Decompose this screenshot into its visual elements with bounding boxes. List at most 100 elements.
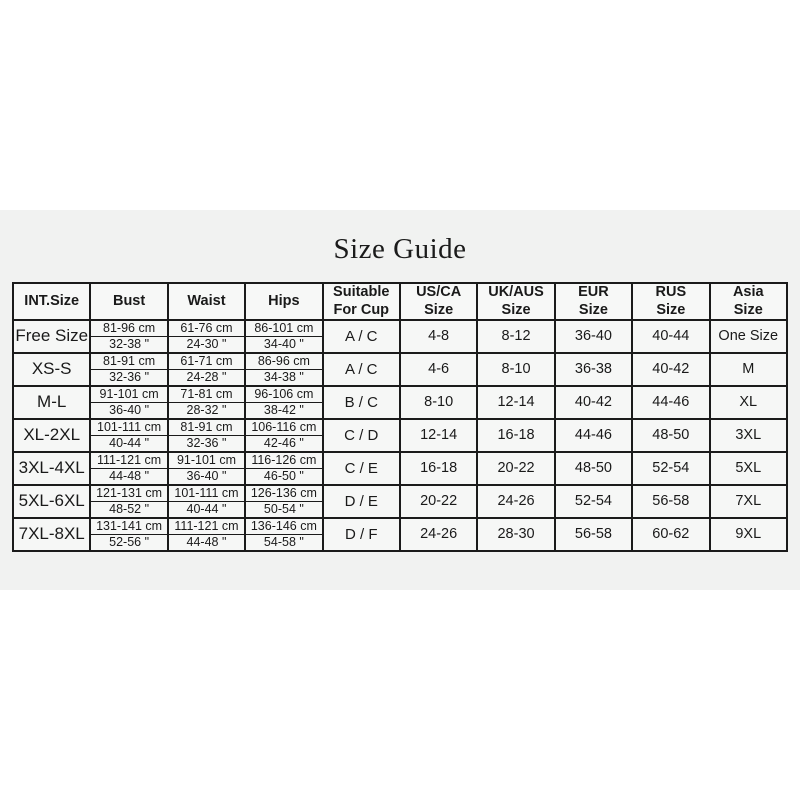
cup-range: A / C <box>321 351 401 387</box>
bust-in: 40-44 " <box>89 434 169 453</box>
hips-cm: 96-106 cm <box>244 384 324 403</box>
ukaus-size: 12-14 <box>476 384 556 420</box>
hips-in: 50-54 " <box>244 500 324 519</box>
header-line: Waist <box>187 292 226 309</box>
table-subrow: 44-48 " 36-40 " 46-50 " <box>13 467 787 486</box>
eur-size: 40-42 <box>553 384 634 420</box>
waist-cm: 101-111 cm <box>166 483 247 502</box>
header-line: EUR <box>578 284 609 301</box>
asia-size: 5XL <box>708 450 789 486</box>
cup-range: A / C <box>321 318 401 354</box>
hips-in: 46-50 " <box>244 467 324 486</box>
hips-in: 34-40 " <box>244 335 324 354</box>
rus-size: 56-58 <box>631 483 711 519</box>
eur-size: 44-46 <box>553 417 634 453</box>
hips-cm: 126-136 cm <box>244 483 324 502</box>
waist-in: 32-36 " <box>166 434 247 453</box>
ukaus-size: 8-10 <box>476 351 556 387</box>
header-line: Size <box>424 301 454 318</box>
size-label: M-L <box>11 384 92 420</box>
asia-size: 9XL <box>708 516 789 552</box>
usca-size: 12-14 <box>398 417 479 453</box>
usca-size: 4-8 <box>398 318 479 354</box>
bust-cm: 81-96 cm <box>89 318 169 337</box>
header-line: Size <box>501 301 531 318</box>
rus-size: 44-46 <box>631 384 711 420</box>
bust-cm: 121-131 cm <box>89 483 169 502</box>
table-row: 3XL-4XL 111-121 cm 91-101 cm 116-126 cm … <box>11 450 789 486</box>
ukaus-size: 28-30 <box>476 516 556 552</box>
size-label: 5XL-6XL <box>11 483 92 519</box>
rus-size: 40-42 <box>631 351 711 387</box>
header-line: Hips <box>268 292 300 309</box>
eur-size: 36-38 <box>553 351 634 387</box>
column-header-cup: Suitable For Cup <box>321 282 401 321</box>
table-row: XS-S 81-91 cm 61-71 cm 86-96 cm A / C 4-… <box>11 351 789 387</box>
column-header-ukaus: UK/AUS Size <box>476 282 556 321</box>
header-line: US/CA <box>416 284 462 301</box>
table-row: 7XL-8XL 131-141 cm 111-121 cm 136-146 cm… <box>11 516 789 552</box>
usca-size: 20-22 <box>398 483 479 519</box>
waist-in: 40-44 " <box>166 500 247 519</box>
header-line: For Cup <box>333 301 390 318</box>
column-header-waist: Waist <box>166 282 247 321</box>
waist-cm: 91-101 cm <box>166 450 247 469</box>
asia-size: XL <box>708 384 789 420</box>
usca-size: 8-10 <box>398 384 479 420</box>
header-line: Suitable <box>333 284 390 301</box>
waist-cm: 71-81 cm <box>166 384 247 403</box>
bust-cm: 131-141 cm <box>89 516 169 535</box>
size-table: INT.Size Bust Waist Hips Suitable For Cup… <box>11 282 789 552</box>
size-label: 7XL-8XL <box>11 516 92 552</box>
header-line: Asia <box>732 284 764 301</box>
waist-cm: 61-76 cm <box>166 318 247 337</box>
column-header-int-size: INT.Size <box>11 282 92 321</box>
table-row: XL-2XL 101-111 cm 81-91 cm 106-116 cm C … <box>11 417 789 453</box>
page-title: Size Guide <box>333 233 467 265</box>
hips-cm: 86-101 cm <box>244 318 324 337</box>
header-line: INT.Size <box>24 292 80 309</box>
usca-size: 24-26 <box>398 516 479 552</box>
table-row: 5XL-6XL 121-131 cm 101-111 cm 126-136 cm… <box>11 483 789 519</box>
header-line: Size <box>578 301 608 318</box>
hips-cm: 86-96 cm <box>244 351 324 370</box>
eur-size: 52-54 <box>553 483 634 519</box>
header-line: Bust <box>112 292 146 309</box>
waist-in: 44-48 " <box>166 533 247 552</box>
asia-size: M <box>708 351 789 387</box>
rus-size: 40-44 <box>631 318 711 354</box>
bust-in: 32-38 " <box>89 335 169 354</box>
eur-size: 36-40 <box>553 318 634 354</box>
ukaus-size: 24-26 <box>476 483 556 519</box>
asia-size: 3XL <box>708 417 789 453</box>
usca-size: 4-6 <box>398 351 479 387</box>
table-subrow: 48-52 " 40-44 " 50-54 " <box>13 500 787 519</box>
waist-in: 36-40 " <box>166 467 247 486</box>
bust-in: 48-52 " <box>89 500 169 519</box>
waist-cm: 111-121 cm <box>166 516 247 535</box>
size-guide-panel: Size Guide INT.Size Bust Waist Hips Suit… <box>0 210 800 590</box>
column-header-rus: RUS Size <box>631 282 711 321</box>
ukaus-size: 8-12 <box>476 318 556 354</box>
rus-size: 52-54 <box>631 450 711 486</box>
column-header-bust: Bust <box>89 282 169 321</box>
cup-range: C / D <box>321 417 401 453</box>
waist-in: 28-32 " <box>166 401 247 420</box>
asia-size: One Size <box>708 318 789 354</box>
bust-cm: 111-121 cm <box>89 450 169 469</box>
table-row: M-L 91-101 cm 71-81 cm 96-106 cm B / C 8… <box>11 384 789 420</box>
size-label: 3XL-4XL <box>11 450 92 486</box>
asia-size: 7XL <box>708 483 789 519</box>
usca-size: 16-18 <box>398 450 479 486</box>
column-header-usca: US/CA Size <box>398 282 479 321</box>
hips-cm: 106-116 cm <box>244 417 324 436</box>
rus-size: 60-62 <box>631 516 711 552</box>
bust-in: 32-36 " <box>89 368 169 387</box>
waist-cm: 81-91 cm <box>166 417 247 436</box>
hips-cm: 136-146 cm <box>244 516 324 535</box>
waist-in: 24-28 " <box>166 368 247 387</box>
bust-in: 36-40 " <box>89 401 169 420</box>
hips-cm: 116-126 cm <box>244 450 324 469</box>
bust-in: 52-56 " <box>89 533 169 552</box>
